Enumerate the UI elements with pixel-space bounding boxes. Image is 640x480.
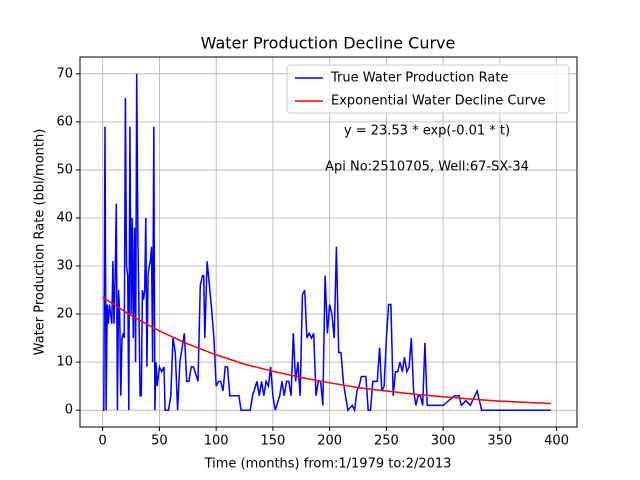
y-tick-label: 30 — [56, 259, 73, 274]
x-axis-label: Time (months) from:1/1979 to:2/2013 — [204, 457, 452, 472]
annotation: Api No:2510705, Well:67-SX-34 — [325, 160, 529, 175]
x-tick-label: 250 — [374, 434, 399, 449]
y-tick-label: 40 — [56, 210, 73, 225]
x-tick-label: 400 — [544, 434, 569, 449]
x-tick-label: 150 — [260, 434, 285, 449]
x-tick-label: 200 — [317, 434, 342, 449]
series-line — [102, 73, 551, 413]
legend-label: True Water Production Rate — [330, 71, 508, 86]
y-tick-label: 0 — [65, 403, 73, 418]
y-tick-label: 50 — [56, 162, 73, 177]
legend-box — [286, 64, 570, 114]
y-tick-label: 70 — [56, 66, 73, 81]
series-line — [102, 296, 551, 405]
y-axis-label: Water Production Rate (bbl/month) — [33, 129, 48, 356]
x-tick-label: 0 — [99, 434, 107, 449]
x-tick-label: 300 — [431, 434, 456, 449]
chart-title: Water Production Decline Curve — [201, 34, 456, 53]
y-tick-label: 60 — [56, 114, 73, 129]
annotation: y = 23.53 * exp(-0.01 * t) — [344, 124, 510, 139]
legend-label: Exponential Water Decline Curve — [331, 94, 546, 109]
y-tick-label: 10 — [56, 355, 73, 370]
x-tick-label: 100 — [204, 434, 229, 449]
x-tick-label: 350 — [487, 434, 512, 449]
x-tick-label: 50 — [151, 434, 168, 449]
plot-frame — [79, 56, 578, 428]
y-tick-label: 20 — [56, 307, 73, 322]
